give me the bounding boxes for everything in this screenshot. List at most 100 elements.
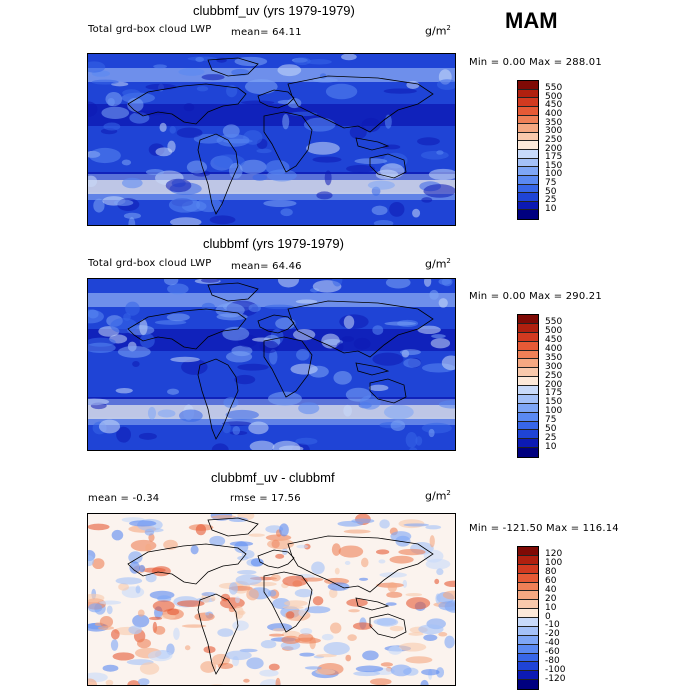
coastline	[355, 362, 390, 376]
colorbar-tick-label: 10	[545, 602, 557, 613]
coastline	[127, 543, 247, 585]
colorbar-segment	[518, 341, 538, 351]
panel2-title: clubbmf (yrs 1979-1979)	[203, 236, 344, 251]
coastline	[355, 597, 390, 611]
coastline	[127, 83, 247, 125]
colorbar-segment	[518, 98, 538, 107]
colorbar-tick-label: 40	[545, 584, 557, 595]
colorbar-tick-label: 500	[545, 91, 563, 102]
colorbar-segment	[518, 124, 538, 133]
colorbar-tick-label: 10	[545, 203, 557, 214]
colorbar-tick-label: -10	[545, 620, 560, 631]
colorbar-tick-label: 100	[545, 406, 563, 417]
colorbar-tick-label: 75	[545, 415, 557, 425]
panel3-colorbar	[517, 546, 539, 690]
colorbar-tick-label: 250	[545, 370, 563, 381]
panel1-colorbar	[517, 80, 539, 220]
colorbar-segment	[518, 635, 538, 645]
colorbar-tick-label: 200	[545, 379, 563, 390]
colorbar-tick-label: 50	[545, 423, 557, 434]
colorbar-segment	[518, 158, 538, 168]
colorbar-tick-label: -120	[545, 673, 566, 684]
colorbar-segment	[518, 591, 538, 601]
coastline	[369, 613, 407, 639]
panel3-mean-label: mean = -0.34	[88, 493, 160, 504]
colorbar-segment	[518, 368, 538, 378]
panel1-min-max: Min = 0.00 Max = 288.01	[469, 57, 602, 68]
colorbar-segment	[518, 141, 538, 150]
panel3-title: clubbmf_uv - clubbmf	[211, 470, 335, 485]
colorbar-segment	[518, 394, 538, 404]
colorbar-segment	[518, 167, 538, 176]
colorbar-segment	[518, 618, 538, 627]
colorbar-tick-label: 400	[545, 344, 563, 354]
colorbar-tick-label: 350	[545, 117, 563, 128]
colorbar-tick-label: -100	[545, 664, 566, 675]
colorbar-segment	[518, 609, 538, 618]
coastline	[257, 89, 295, 109]
coastline	[207, 282, 259, 302]
colorbar-tick-label: 200	[545, 143, 563, 154]
colorbar-tick-label: -60	[545, 647, 560, 657]
colorbar-segment	[518, 448, 538, 457]
colorbar-segment	[518, 430, 538, 440]
colorbar-tick-label: 0	[545, 611, 551, 622]
panel3-map	[87, 513, 456, 686]
colorbar-segment	[518, 653, 538, 663]
colorbar-segment	[518, 547, 538, 556]
panel1-title: clubbmf_uv (yrs 1979-1979)	[193, 3, 355, 18]
colorbar-segment	[518, 332, 538, 342]
colorbar-segment	[518, 323, 538, 333]
colorbar-tick-label: 25	[545, 432, 557, 443]
colorbar-segment	[518, 106, 538, 116]
coastline	[263, 571, 313, 633]
colorbar-segment	[518, 81, 538, 90]
colorbar-segment	[518, 555, 538, 565]
colorbar-segment	[518, 386, 538, 395]
colorbar-tick-label: 350	[545, 352, 563, 363]
colorbar-segment	[518, 115, 538, 125]
colorbar-segment	[518, 412, 538, 422]
coastline	[127, 308, 247, 350]
colorbar-tick-label: 250	[545, 134, 563, 145]
coastline	[287, 75, 434, 133]
colorbar-tick-label: 60	[545, 576, 557, 586]
colorbar-segment	[518, 89, 538, 99]
colorbar-segment	[518, 175, 538, 185]
coastline	[207, 57, 259, 77]
colorbar-tick-label: 120	[545, 549, 563, 560]
colorbar-tick-label: 100	[545, 169, 563, 180]
coastline	[355, 137, 390, 151]
colorbar-segment	[518, 573, 538, 583]
colorbar-tick-label: 100	[545, 558, 563, 569]
colorbar-segment	[518, 439, 538, 449]
colorbar-tick-label: 300	[545, 126, 563, 137]
colorbar-segment	[518, 403, 538, 413]
panel2-colorbar	[517, 314, 539, 458]
coastline	[197, 593, 239, 675]
colorbar-segment	[518, 600, 538, 610]
colorbar-tick-label: 300	[545, 361, 563, 372]
colorbar-tick-label: -80	[545, 655, 560, 666]
coastline	[263, 111, 313, 173]
coastline	[263, 336, 313, 398]
colorbar-tick-label: 50	[545, 186, 557, 197]
panel1-variable-label: Total grd-box cloud LWP	[88, 24, 212, 35]
map-field	[88, 514, 455, 685]
colorbar-tick-label: 80	[545, 567, 557, 578]
colorbar-tick-label: -40	[545, 638, 560, 649]
colorbar-segment	[518, 193, 538, 202]
colorbar-tick-label: 400	[545, 109, 563, 119]
colorbar-tick-label: 550	[545, 83, 563, 94]
panel1-mean-label: mean= 64.11	[231, 27, 302, 38]
colorbar-segment	[518, 626, 538, 636]
colorbar-tick-label: 150	[545, 160, 563, 171]
colorbar-segment	[518, 201, 538, 211]
panel1-map	[87, 53, 456, 226]
colorbar-segment	[518, 421, 538, 431]
coastline	[257, 549, 295, 569]
colorbar-segment	[518, 644, 538, 654]
colorbar-tick-label: 175	[545, 388, 563, 399]
colorbar-segment	[518, 680, 538, 689]
panel1-units: g/m2	[425, 24, 451, 38]
